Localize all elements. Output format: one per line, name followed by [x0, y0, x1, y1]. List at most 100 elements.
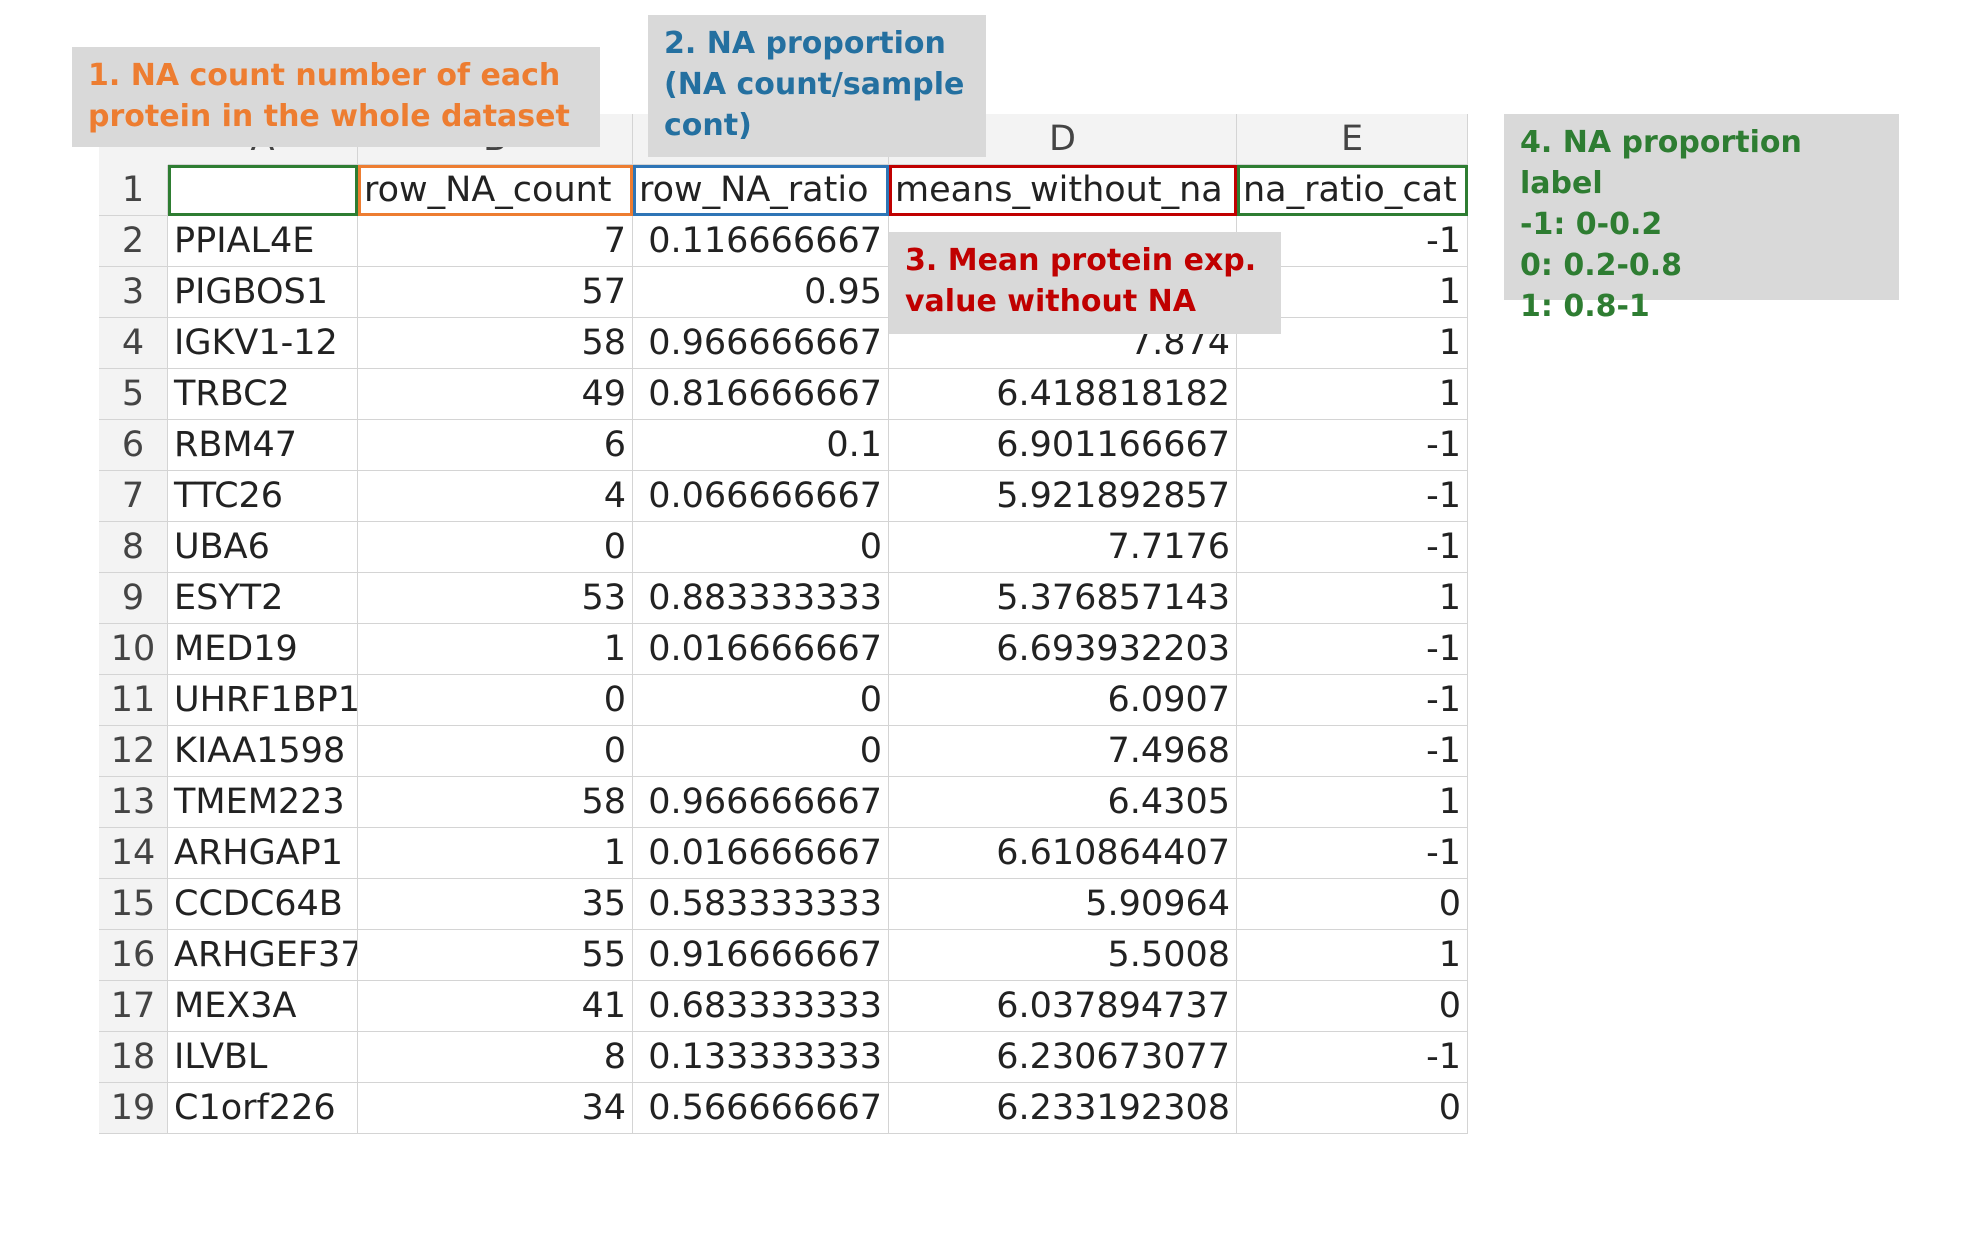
- cell: 0.133333333: [633, 1032, 889, 1083]
- cell: 1: [1237, 267, 1468, 318]
- cell: 6.0907: [889, 675, 1237, 726]
- cell: 8: [358, 1032, 633, 1083]
- cell: 0.566666667: [633, 1083, 889, 1134]
- cell: 34: [358, 1083, 633, 1134]
- cell: 0: [358, 675, 633, 726]
- annotation-line: 1: 0.8-1: [1520, 289, 1650, 324]
- header-highlight: [633, 165, 889, 216]
- cell: ESYT2: [168, 573, 358, 624]
- cell: -1: [1237, 471, 1468, 522]
- annotation-line: 0: 0.2-0.8: [1520, 248, 1683, 283]
- cell: CCDC64B: [168, 879, 358, 930]
- cell: 0: [358, 726, 633, 777]
- cell: 58: [358, 777, 633, 828]
- cell: 0: [633, 522, 889, 573]
- cell: 0.966666667: [633, 318, 889, 369]
- cell: 57: [358, 267, 633, 318]
- cell: TTC26: [168, 471, 358, 522]
- cell: MEX3A: [168, 981, 358, 1032]
- cell: -1: [1237, 420, 1468, 471]
- cell: 0.016666667: [633, 624, 889, 675]
- cell: 0: [1237, 879, 1468, 930]
- annotation-line: cont): [664, 108, 752, 143]
- annotation: 4. NA proportion label -1: 0-0.2 0: 0.2-0.…: [1504, 114, 1899, 324]
- annotation: 1. NA count number of each protein in the…: [72, 47, 600, 147]
- cell: 7.4968: [889, 726, 1237, 777]
- header-highlight: [1237, 165, 1468, 216]
- column-header: E: [1237, 114, 1468, 165]
- cell: 5.5008: [889, 930, 1237, 981]
- annotation-line: 2. NA proportion: [664, 26, 946, 61]
- annotation-line: (NA count/sample: [664, 67, 965, 102]
- cell: UBA6: [168, 522, 358, 573]
- cell: 6.418818182: [889, 369, 1237, 420]
- annotation-line: protein in the whole dataset: [88, 99, 570, 134]
- cell: ARHGAP1: [168, 828, 358, 879]
- cell: -1: [1237, 1032, 1468, 1083]
- row-number: 7: [99, 471, 168, 522]
- row-number: 6: [99, 420, 168, 471]
- cell: 1: [1237, 573, 1468, 624]
- cell: 0.916666667: [633, 930, 889, 981]
- cell: 0.883333333: [633, 573, 889, 624]
- cell: -1: [1237, 624, 1468, 675]
- row-number: 16: [99, 930, 168, 981]
- cell: 7: [358, 216, 633, 267]
- cell: UHRF1BP1: [168, 675, 358, 726]
- cell: 1: [1237, 777, 1468, 828]
- cell: 6.901166667: [889, 420, 1237, 471]
- cell: ARHGEF37: [168, 930, 358, 981]
- cell: C1orf226: [168, 1083, 358, 1134]
- cell: -1: [1237, 828, 1468, 879]
- annotation: 2. NA proportion (NA count/sample cont): [648, 15, 986, 157]
- row-number: 1: [99, 165, 168, 216]
- cell: 0.683333333: [633, 981, 889, 1032]
- cell: 41: [358, 981, 633, 1032]
- header-highlight: [168, 165, 358, 216]
- cell: -1: [1237, 216, 1468, 267]
- cell: PPIAL4E: [168, 216, 358, 267]
- cell: 0: [1237, 981, 1468, 1032]
- header-highlight: [889, 165, 1237, 216]
- cell: ILVBL: [168, 1032, 358, 1083]
- annotation-line: 4. NA proportion label: [1520, 125, 1802, 201]
- cell: 5.376857143: [889, 573, 1237, 624]
- annotation-line: value without NA: [905, 284, 1197, 319]
- cell: 6.233192308: [889, 1083, 1237, 1134]
- cell: 0.583333333: [633, 879, 889, 930]
- cell: 0.116666667: [633, 216, 889, 267]
- cell: 4: [358, 471, 633, 522]
- cell: 1: [358, 828, 633, 879]
- cell: 53: [358, 573, 633, 624]
- cell: 0: [1237, 1083, 1468, 1134]
- cell: 5.90964: [889, 879, 1237, 930]
- cell: 6.610864407: [889, 828, 1237, 879]
- cell: 0: [633, 726, 889, 777]
- cell: 6.037894737: [889, 981, 1237, 1032]
- row-number: 10: [99, 624, 168, 675]
- cell: -1: [1237, 675, 1468, 726]
- header-highlight: [358, 165, 633, 216]
- cell: 0.95: [633, 267, 889, 318]
- cell: 0: [358, 522, 633, 573]
- cell: 1: [1237, 369, 1468, 420]
- cell: 1: [1237, 318, 1468, 369]
- cell: -1: [1237, 522, 1468, 573]
- spreadsheet: ABCDE1row_NA_countrow_NA_ratiomeans_with…: [72, 15, 1899, 1134]
- cell: 6.230673077: [889, 1032, 1237, 1083]
- row-number: 9: [99, 573, 168, 624]
- cell: 49: [358, 369, 633, 420]
- row-number: 3: [99, 267, 168, 318]
- row-number: 11: [99, 675, 168, 726]
- row-number: 15: [99, 879, 168, 930]
- cell: 55: [358, 930, 633, 981]
- cell: MED19: [168, 624, 358, 675]
- cell: 0.066666667: [633, 471, 889, 522]
- cell: TRBC2: [168, 369, 358, 420]
- cell: 7.7176: [889, 522, 1237, 573]
- row-number: 19: [99, 1083, 168, 1134]
- cell: PIGBOS1: [168, 267, 358, 318]
- row-number: 8: [99, 522, 168, 573]
- cell: 6: [358, 420, 633, 471]
